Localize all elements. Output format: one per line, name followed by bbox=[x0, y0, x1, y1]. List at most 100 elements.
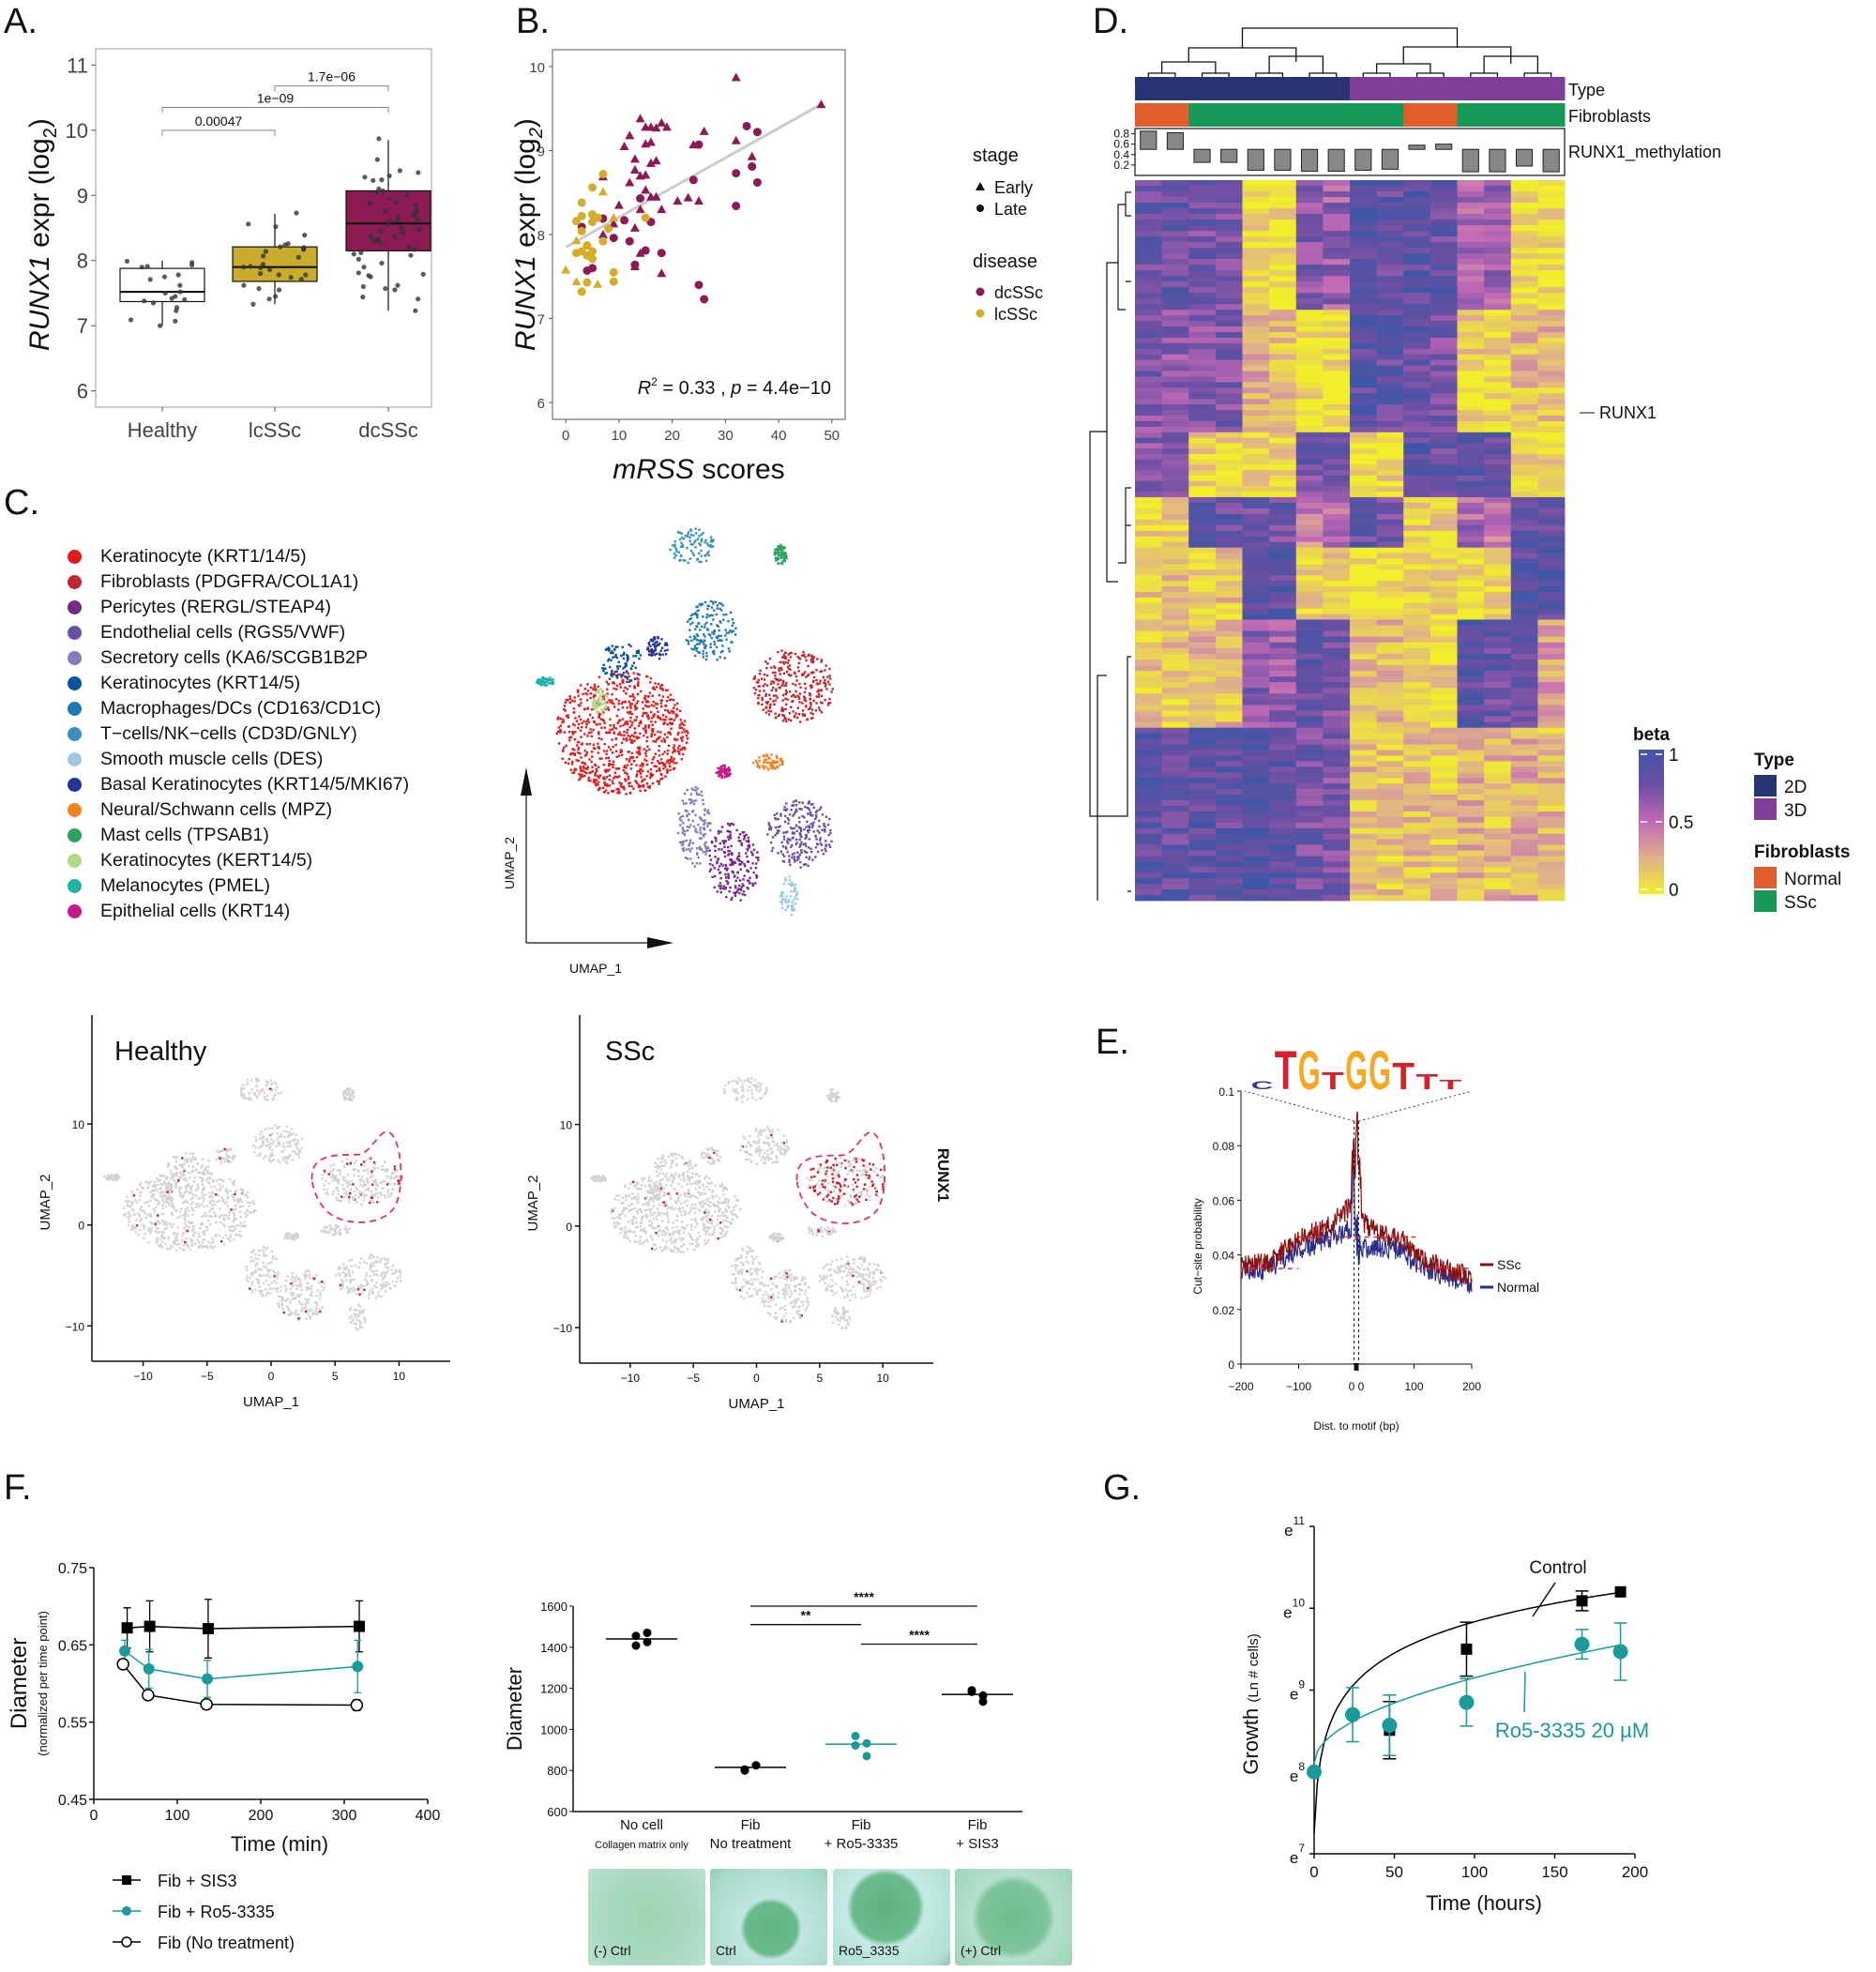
data-point bbox=[177, 282, 183, 288]
umap-cell-point bbox=[625, 1229, 628, 1232]
umap-cluster-point bbox=[702, 640, 705, 644]
umap-cluster-point bbox=[801, 713, 804, 716]
umap-cluster-point bbox=[692, 825, 696, 828]
umap-cluster-point bbox=[628, 702, 632, 705]
umap-cell-point bbox=[126, 1195, 129, 1198]
umap-cell-point bbox=[157, 1179, 159, 1183]
umap-cluster-point bbox=[739, 868, 742, 871]
umap-cluster-point bbox=[636, 673, 639, 675]
umap-cluster-point bbox=[676, 831, 680, 835]
umap-cluster-point bbox=[715, 771, 718, 774]
umap-cluster-point bbox=[722, 770, 726, 773]
umap-cluster-point bbox=[696, 787, 700, 790]
umap-cluster-point bbox=[748, 843, 751, 847]
umap-cluster-point bbox=[733, 891, 736, 894]
umap-cell-point bbox=[708, 1182, 711, 1186]
umap-cluster-point bbox=[613, 673, 616, 675]
umap-cluster-point bbox=[658, 754, 661, 757]
umap-cell-point bbox=[348, 1272, 351, 1276]
umap-cell-point bbox=[133, 1192, 136, 1196]
umap-cell-point bbox=[336, 1186, 339, 1189]
umap-cell-point bbox=[624, 1225, 627, 1229]
umap-cell-point bbox=[376, 1196, 380, 1199]
umap-cluster-point bbox=[725, 631, 729, 634]
umap-cell-point bbox=[658, 1181, 661, 1185]
umap-cell-point bbox=[190, 1240, 193, 1244]
umap-cluster-point bbox=[698, 528, 701, 531]
umap-cluster-point bbox=[682, 558, 685, 562]
umap-cell-point bbox=[386, 1176, 389, 1179]
umap-cluster-point bbox=[794, 824, 798, 827]
umap-cluster-point bbox=[608, 774, 611, 778]
umap-cluster-point bbox=[704, 841, 707, 844]
umap-cluster-point bbox=[799, 827, 802, 829]
umap-cell-point bbox=[698, 1175, 701, 1177]
umap-cluster-point bbox=[681, 814, 685, 818]
umap-cell-point bbox=[238, 1210, 242, 1213]
umap-cell-point bbox=[197, 1203, 200, 1206]
umap-cell-point bbox=[225, 1150, 228, 1153]
umap-cluster-point bbox=[771, 671, 775, 675]
umap-cell-point bbox=[236, 1198, 239, 1201]
umap-cell-point bbox=[202, 1200, 205, 1203]
umap-cluster-point bbox=[775, 552, 779, 554]
umap-cluster-point bbox=[792, 710, 794, 713]
umap-cell-point bbox=[647, 1207, 651, 1211]
umap-cell-point bbox=[316, 1289, 320, 1292]
umap-cell-point bbox=[263, 1282, 265, 1285]
umap-cluster-point bbox=[768, 706, 772, 709]
umap-cell-point bbox=[157, 1183, 159, 1187]
umap-cell-point bbox=[285, 1125, 289, 1128]
umap-cell-point bbox=[385, 1281, 388, 1284]
umap-cluster-point bbox=[717, 829, 720, 833]
data-point-late-dcSSc bbox=[752, 177, 762, 187]
umap-cluster-point bbox=[738, 833, 742, 836]
umap-cell-point bbox=[183, 1226, 187, 1230]
umap-cell-point bbox=[159, 1194, 162, 1197]
umap-cell-point bbox=[245, 1266, 248, 1268]
umap-cluster-point bbox=[577, 748, 580, 751]
umap-cell-point bbox=[254, 1146, 258, 1149]
umap-cluster-point bbox=[604, 770, 608, 774]
umap-cluster-point bbox=[787, 882, 791, 886]
umap-cluster-point bbox=[722, 885, 725, 887]
umap-cell-point bbox=[355, 1313, 357, 1316]
umap-cluster-point bbox=[611, 693, 613, 696]
umap-cell-point bbox=[334, 1227, 337, 1230]
umap-cluster-point bbox=[698, 651, 701, 654]
umap-cluster-point bbox=[684, 730, 687, 734]
umap-cluster-point bbox=[810, 655, 813, 658]
legend-color-dot bbox=[68, 575, 82, 589]
umap-cluster-point bbox=[765, 753, 768, 756]
umap-cell-point bbox=[163, 1201, 166, 1204]
umap-cell-point bbox=[320, 1285, 324, 1288]
umap-cluster-point bbox=[568, 701, 572, 705]
umap-cluster-point bbox=[781, 545, 784, 549]
umap-cluster-point bbox=[614, 737, 618, 740]
umap-cluster-point bbox=[673, 719, 675, 721]
umap-cluster-point bbox=[781, 560, 784, 563]
umap-cluster-point bbox=[810, 708, 814, 711]
umap-cluster-point bbox=[666, 752, 669, 755]
umap-cell-point bbox=[381, 1284, 384, 1287]
umap-cell-point bbox=[244, 1216, 248, 1219]
umap-cluster-point bbox=[609, 718, 612, 721]
umap-cell-point bbox=[221, 1185, 224, 1188]
umap-cell-point bbox=[322, 1231, 325, 1234]
umap-cell-point bbox=[727, 1199, 731, 1202]
umap-cluster-point bbox=[555, 732, 558, 735]
umap-cluster-point bbox=[766, 761, 770, 764]
legend-color-dot bbox=[68, 550, 82, 564]
umap-cluster-point bbox=[610, 671, 613, 675]
umap-cluster-point bbox=[767, 767, 770, 771]
umap-cluster-point bbox=[794, 860, 796, 863]
umap-cluster-point bbox=[629, 716, 632, 720]
umap-cluster-point bbox=[607, 756, 611, 759]
umap-cluster-point bbox=[762, 761, 765, 765]
data-point bbox=[391, 235, 398, 240]
umap-cluster-point bbox=[606, 695, 609, 699]
umap-cluster-point bbox=[777, 549, 780, 552]
umap-cell-point bbox=[257, 1250, 261, 1252]
umap-cell-point bbox=[721, 1229, 724, 1232]
